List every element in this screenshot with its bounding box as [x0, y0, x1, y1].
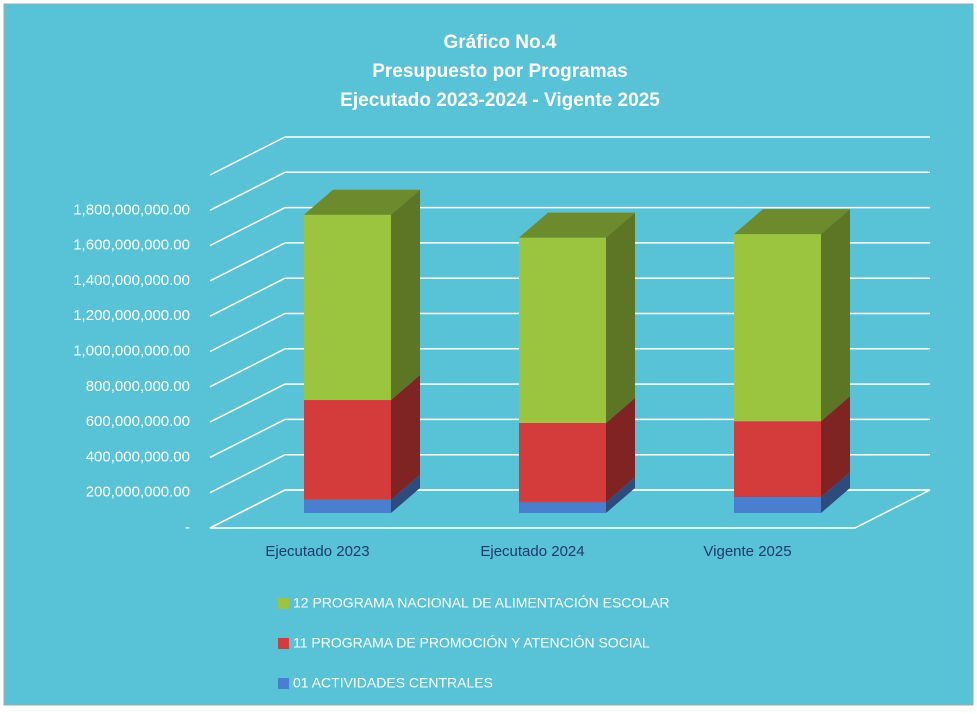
grid-line — [209, 312, 286, 353]
chart-title: Gráfico No.4 — [444, 32, 557, 53]
wall-top — [209, 136, 286, 176]
y-tick-label: 1,600,000,000.00 — [73, 237, 190, 254]
y-tick-label: 200,000,000.00 — [86, 484, 190, 501]
x-tick-label: Ejecutado 2023 — [265, 543, 369, 560]
y-tick-label: 1,800,000,000.00 — [73, 201, 190, 218]
bar-side — [606, 212, 635, 423]
legend-swatch — [278, 638, 289, 649]
y-tick-label: 1,400,000,000.00 — [73, 272, 190, 289]
bar-side — [391, 474, 420, 513]
x-tick-label: Ejecutado 2024 — [480, 543, 584, 560]
y-tick-label: 400,000,000.00 — [86, 448, 190, 465]
legend-label: 11 PROGRAMA DE PROMOCIÓN Y ATENCIÓN SOCI… — [293, 635, 650, 651]
x-tick-label: Vigente 2025 — [703, 543, 791, 560]
grid-line — [209, 348, 286, 388]
grid-line — [209, 277, 286, 317]
bar-front — [304, 499, 391, 513]
bar-side — [821, 396, 850, 498]
bar-side — [391, 189, 420, 401]
grid-line — [209, 242, 286, 282]
grid-line — [209, 489, 286, 529]
legend-label: 12 PROGRAMA NACIONAL DE ALIMENTACIÓN ESC… — [293, 595, 670, 611]
y-tick-label: 800,000,000.00 — [86, 378, 190, 395]
grid-line — [209, 206, 286, 247]
bar-side — [606, 477, 635, 513]
bar-side — [606, 397, 635, 503]
bar-front — [304, 214, 391, 401]
chart-title: Ejecutado 2023-2024 - Vigente 2025 — [340, 90, 660, 111]
bar-front — [734, 497, 821, 513]
bar-side — [821, 472, 850, 513]
legend-label: 01 ACTIVIDADES CENTRALES — [293, 675, 493, 691]
grid-line — [209, 171, 286, 211]
y-tick-label: 1,000,000,000.00 — [73, 342, 190, 359]
bar-front — [734, 421, 821, 498]
bar-top — [304, 189, 420, 215]
bar-front — [734, 234, 821, 422]
bar-side — [821, 209, 850, 422]
bar-front — [519, 422, 606, 503]
grid-line — [209, 454, 286, 494]
bar-top — [519, 212, 635, 238]
bar-front — [519, 502, 606, 513]
chart-title: Presupuesto por Programas — [372, 61, 628, 82]
grid-line — [209, 383, 286, 423]
bar-front — [519, 237, 606, 423]
bar-front — [304, 400, 391, 500]
grid-line — [209, 418, 286, 459]
y-tick-label: 1,200,000,000.00 — [73, 307, 190, 324]
bar-side — [391, 375, 420, 500]
y-tick-label: - — [185, 519, 190, 536]
bar-top — [734, 209, 850, 235]
legend-swatch — [278, 598, 289, 609]
y-tick-label: 600,000,000.00 — [86, 413, 190, 430]
legend-swatch — [278, 678, 289, 689]
